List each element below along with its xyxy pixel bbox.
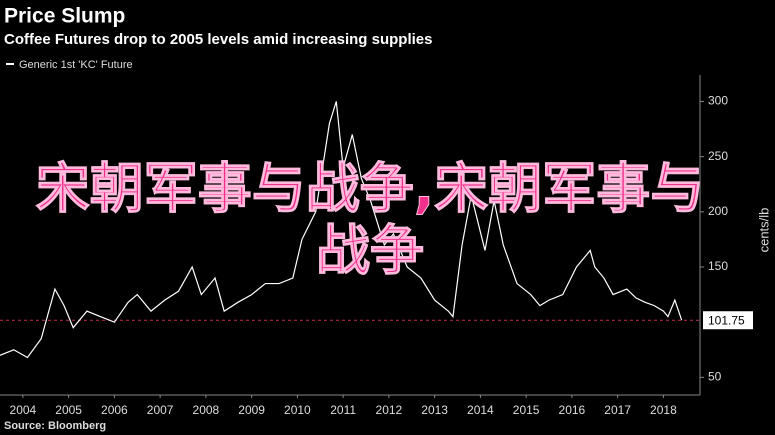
x-tick-label: 2006: [101, 403, 128, 417]
legend-label: Generic 1st 'KC' Future: [19, 59, 133, 71]
y-tick-label: 200: [708, 204, 728, 218]
x-tick-label: 2017: [604, 403, 631, 417]
overlay-text: 宋朝军事与战争,宋朝军事与战争: [35, 157, 705, 282]
last-value-box: [703, 311, 753, 330]
y-axis-label: cents/lb: [756, 208, 771, 253]
source: Source: Bloomberg: [4, 420, 106, 432]
y-tick-label: 250: [708, 149, 728, 163]
x-tick-label: 2016: [559, 403, 586, 417]
chart-subtitle: Coffee Futures drop to 2005 levels amid …: [4, 31, 432, 48]
x-tick-label: 2018: [650, 403, 677, 417]
y-tick-label: 50: [708, 370, 722, 384]
last-value-label: 101.75: [708, 313, 745, 327]
y-tick-label: 300: [708, 94, 728, 108]
x-tick-label: 2005: [55, 403, 82, 417]
x-tick-label: 2008: [193, 403, 220, 417]
x-tick-label: 2011: [330, 403, 356, 417]
y-tick-label: 150: [708, 259, 728, 273]
x-tick-label: 2010: [284, 403, 311, 417]
x-tick-label: 2012: [376, 403, 403, 417]
x-tick-label: 2015: [513, 403, 540, 417]
x-tick-label: 2007: [147, 403, 174, 417]
x-tick-label: 2014: [467, 403, 494, 417]
price-line: [0, 101, 683, 359]
x-tick-label: 2009: [238, 403, 265, 417]
x-tick-label: 2013: [421, 403, 448, 417]
chart-title: Price Slump: [4, 5, 125, 28]
x-tick-label: 2004: [10, 403, 37, 417]
